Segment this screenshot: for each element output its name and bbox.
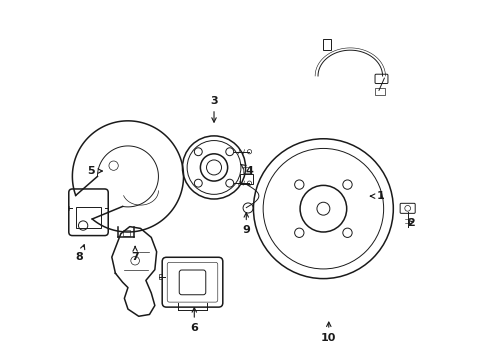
Text: 10: 10	[321, 322, 336, 343]
Bar	[374, 88, 384, 95]
Bar	[76, 207, 101, 228]
Bar	[322, 40, 330, 50]
Text: 5: 5	[87, 166, 102, 176]
Bar	[122, 230, 129, 235]
Text: 3: 3	[210, 96, 217, 122]
Text: 4: 4	[240, 164, 253, 176]
Text: 6: 6	[190, 308, 198, 333]
Bar	[158, 274, 162, 279]
Text: 8: 8	[76, 245, 84, 262]
Text: 1: 1	[370, 191, 384, 201]
Text: 7: 7	[131, 246, 139, 262]
Text: 2: 2	[407, 218, 414, 228]
Bar	[239, 174, 252, 184]
Text: 9: 9	[242, 213, 250, 235]
Bar	[242, 167, 249, 173]
